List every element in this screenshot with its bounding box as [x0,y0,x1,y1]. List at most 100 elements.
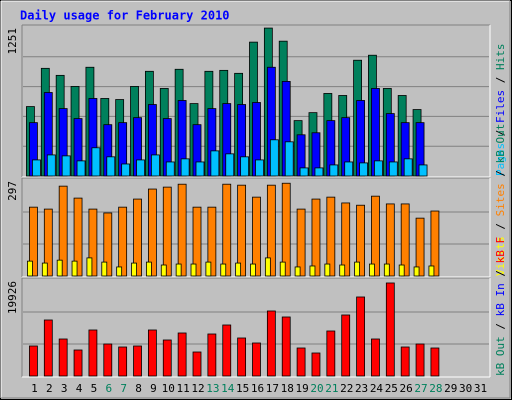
bar [400,346,410,377]
bar [147,329,157,377]
legend: Visits / Sites / kB Out [494,124,507,276]
x-tick-label: 26 [400,382,413,395]
bar [41,262,48,277]
y-tick-label: 1251 [6,28,19,55]
bar [299,167,309,177]
x-tick-label: 10 [162,382,175,395]
bar [225,153,235,177]
bar [341,314,351,377]
bar [73,349,83,377]
legend-separator: / [494,163,507,183]
bar [237,337,247,377]
x-tick-label: 18 [281,382,294,395]
legend-entry: kB In [494,283,507,316]
bar [369,263,375,277]
bar [56,259,63,277]
x-tick-label: 15 [236,382,249,395]
x-tick-label: 6 [105,382,112,395]
bar [385,203,395,277]
bar [162,186,172,277]
legend-separator: / [494,216,507,236]
x-tick-label: 27 [414,382,427,395]
bar [296,208,306,277]
bar [415,217,425,277]
bar [207,206,217,277]
bar [415,343,425,377]
bar [388,161,398,177]
bar [71,260,78,277]
bar [266,310,276,377]
bar [400,203,410,277]
bar [266,184,276,277]
x-tick-label: 1 [31,382,38,395]
bar [133,345,142,377]
bar [91,147,101,177]
x-tick-label: 5 [91,382,98,395]
bar [356,296,365,377]
bar [252,196,261,277]
bar [118,206,128,277]
bar [207,333,217,377]
bar [235,262,242,277]
bar [32,159,41,177]
x-tick-label: 29 [444,382,457,395]
bar [311,352,321,377]
bar [356,204,365,277]
bar [180,158,190,177]
bar [354,261,360,277]
bar [160,264,167,277]
bar [76,160,86,177]
bar [61,155,71,177]
legend-entry: Hits [494,44,507,71]
x-tick-label: 16 [251,382,264,395]
bar [162,339,172,377]
bar [103,212,113,277]
bar [195,161,205,177]
bar [413,266,420,277]
bar [255,159,264,177]
bar [136,159,145,177]
x-tick-label: 19 [295,382,308,395]
bar [177,183,187,277]
x-tick-label: 14 [221,382,235,395]
bar [359,162,368,177]
bar [240,156,250,177]
bar [264,257,271,277]
x-tick-label: 11 [177,382,190,395]
bar [192,351,202,377]
bar [398,264,405,277]
bar [329,164,339,177]
bar [428,265,435,277]
legend-separator: / [494,263,507,283]
bar [374,160,383,177]
bar [150,154,160,177]
bar [27,260,33,277]
x-tick-label: 23 [355,382,368,395]
bar [177,332,187,377]
chart-title: Daily usage for February 2010 [20,9,230,23]
legend-entry: kB F [494,237,507,264]
bar [403,158,413,177]
bar [296,347,306,377]
bar [118,346,128,377]
bar [88,208,98,277]
legend: Pages / Files / Hits [494,44,507,177]
y-tick-label: 297 [6,181,19,201]
bar [344,161,354,177]
bar [341,202,351,277]
bar [165,161,175,177]
bar [284,141,294,177]
bar [220,263,227,277]
bar [326,330,336,377]
x-tick-label: 21 [325,382,338,395]
legend-separator: / [494,123,507,143]
bar [86,257,93,277]
legend: kB Out / kB In / kB F [494,237,507,376]
x-tick-label: 8 [135,382,142,395]
bar [88,329,98,377]
x-tick-label: 13 [206,382,219,395]
bar [418,164,428,177]
x-tick-label: 28 [429,382,442,395]
bar [281,316,291,377]
